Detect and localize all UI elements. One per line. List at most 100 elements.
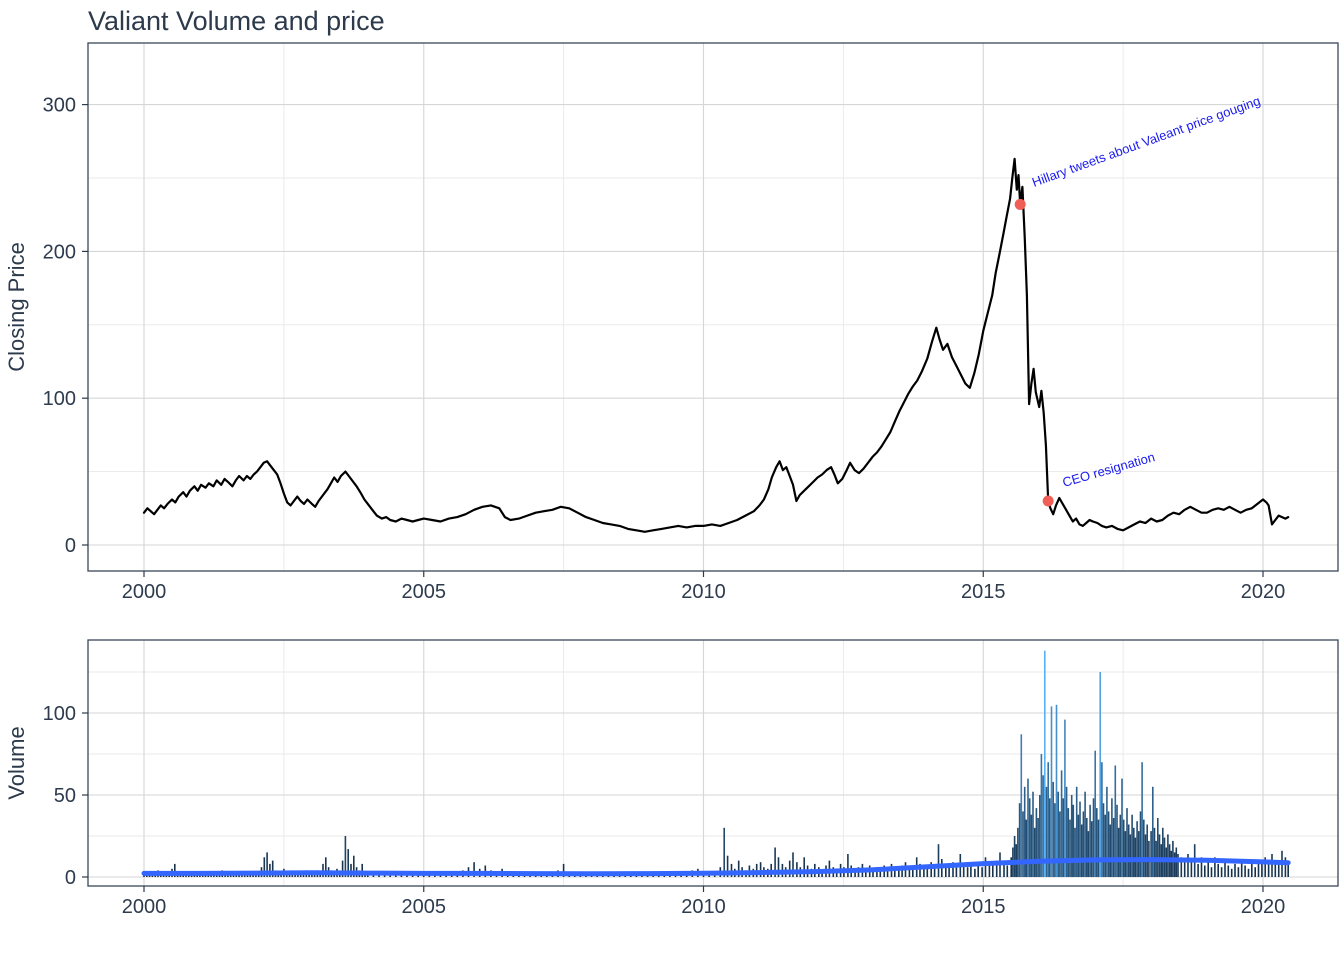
volume-bar [919, 863, 921, 877]
x-tick-label: 2005 [402, 581, 447, 603]
volume-bar [1257, 860, 1260, 877]
panel-border [87, 42, 1339, 572]
volume-bar [923, 867, 925, 877]
volume-bar [974, 868, 976, 877]
volume-bar [1096, 808, 1098, 877]
volume-bar [1006, 865, 1009, 877]
x-tick-label: 2015 [961, 581, 1006, 603]
volume-bar [1003, 862, 1005, 877]
volume-bar [1013, 836, 1016, 877]
volume-bar [930, 862, 932, 877]
x-tick-label: 2020 [1241, 581, 1286, 603]
volume-bar [1102, 803, 1105, 877]
volume-bar [1224, 860, 1226, 877]
volume-bar [737, 860, 740, 877]
volume-bar [1028, 798, 1031, 877]
volume-bar [1117, 827, 1120, 877]
volume-bar [1025, 819, 1028, 877]
volume-bar [995, 860, 998, 877]
price-plot-area: 2000 2005 2010 2015 2020 0 100 200 300 [43, 42, 1339, 603]
panel-border [87, 639, 1339, 887]
volume-bar [1251, 863, 1253, 877]
panel-background [88, 43, 1338, 571]
volume-bar [1237, 867, 1240, 877]
volume-bar [894, 867, 896, 877]
volume-bar [1106, 786, 1108, 877]
volume-bar [562, 863, 565, 877]
volume-bar [1069, 819, 1071, 877]
volume-bar [1207, 862, 1209, 877]
volume-bar [854, 868, 856, 877]
volume-bar [1187, 854, 1189, 877]
volume-bar [726, 855, 729, 877]
volume-bar [1116, 804, 1118, 877]
volume-bar [1032, 791, 1034, 877]
volume-bar [1020, 734, 1023, 877]
volume-bar [1091, 821, 1093, 877]
volume-bar [879, 870, 882, 877]
volume-bar [1049, 798, 1051, 877]
volume-bar [926, 865, 929, 877]
volume-bar [1084, 791, 1086, 877]
y-tick-label: 100 [43, 703, 76, 725]
volume-bar [1039, 795, 1041, 877]
volume-bar [238, 874, 240, 877]
x-tick-label: 2010 [681, 581, 726, 603]
volume-bar [1126, 808, 1128, 877]
volume-bar [1111, 798, 1113, 877]
volume-bar [1284, 857, 1287, 877]
volume-bar [937, 844, 940, 877]
volume-bar [473, 862, 475, 877]
volume-bar [1121, 778, 1123, 877]
volume-bar [1287, 862, 1289, 877]
volume-bar [774, 847, 776, 877]
volume-bar [353, 855, 355, 877]
volume-y-axis-title: Volume [4, 726, 29, 799]
event-point [1042, 495, 1054, 507]
volume-bar [297, 873, 299, 877]
volume-bar [803, 857, 805, 877]
volume-bar [1080, 824, 1083, 877]
volume-bar [1099, 672, 1101, 877]
volume-bar [1023, 786, 1026, 877]
volume-bar [1267, 862, 1270, 877]
volume-bar [341, 860, 344, 877]
volume-bar [1082, 811, 1085, 877]
volume-bar [249, 874, 252, 877]
x-tick-label: 2020 [1241, 896, 1286, 918]
volume-bar [992, 865, 994, 877]
volume-bar [1060, 770, 1063, 877]
y-tick-label: 100 [43, 388, 76, 410]
volume-bar [1097, 819, 1100, 877]
volume-bar [1047, 762, 1049, 877]
volume-bar [1112, 818, 1115, 877]
volume-bar [988, 863, 991, 877]
volume-bar [1167, 834, 1169, 877]
volume-bar [1150, 831, 1152, 877]
volume-bar [1133, 827, 1135, 877]
volume-bar [302, 873, 305, 877]
volume-bar [1044, 650, 1046, 877]
volume-bar [1010, 857, 1012, 877]
volume-bar [1030, 814, 1033, 877]
volume-bar [1157, 818, 1159, 877]
volume-bar [1104, 814, 1106, 877]
volume-bar [981, 867, 983, 877]
volume-bar [933, 867, 936, 877]
volume-bar [263, 857, 266, 877]
volume-bar [984, 857, 987, 877]
volume-bar [1109, 824, 1112, 877]
volume-bar [1271, 854, 1273, 877]
volume-bar [266, 852, 268, 877]
volume-bar [1070, 795, 1073, 877]
volume-bar [1062, 798, 1065, 877]
volume-bar [325, 857, 327, 877]
volume-bar [962, 863, 965, 877]
volume-bar [174, 863, 176, 877]
volume-bar [876, 867, 878, 877]
volume-bar [912, 868, 914, 877]
volume-bar [777, 857, 780, 877]
volume-bar [1214, 857, 1216, 877]
volume-bar [1022, 811, 1024, 877]
volume-bar [1197, 863, 1199, 877]
